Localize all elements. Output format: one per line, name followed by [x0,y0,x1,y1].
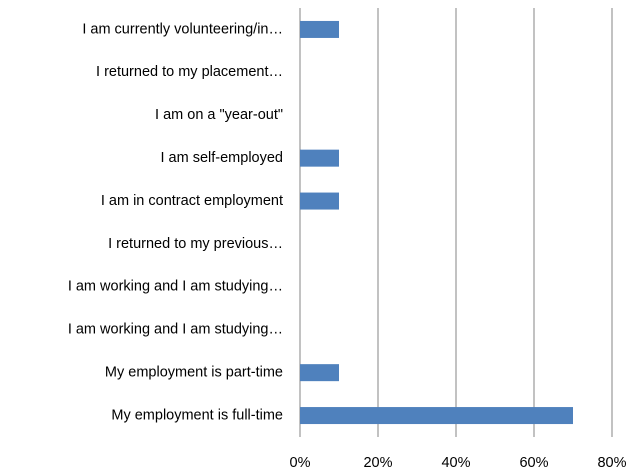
y-tick-label: I returned to my placement… [96,64,283,80]
y-tick-label: I am working and I am studying… [68,279,283,295]
y-tick-label: I am currently volunteering/in… [82,21,283,37]
y-tick-label: I returned to my previous… [108,236,283,252]
x-tick-label: 0% [290,455,311,471]
bar [300,407,573,425]
y-tick-label: I am working and I am studying… [68,322,283,338]
y-tick-label: I am in contract employment [101,193,283,209]
y-tick-label: I am self-employed [161,150,284,166]
y-tick-label: My employment is full-time [111,407,283,423]
x-tick-label: 60% [519,455,548,471]
x-tick-label: 40% [441,455,470,471]
y-tick-label: My employment is part-time [105,364,283,380]
bar [300,192,339,210]
bar [300,20,339,38]
bar [300,149,339,167]
y-tick-label: I am on a "year-out" [155,107,283,123]
x-tick-label: 20% [363,455,392,471]
x-tick-label: 80% [597,455,626,471]
bar [300,364,339,382]
